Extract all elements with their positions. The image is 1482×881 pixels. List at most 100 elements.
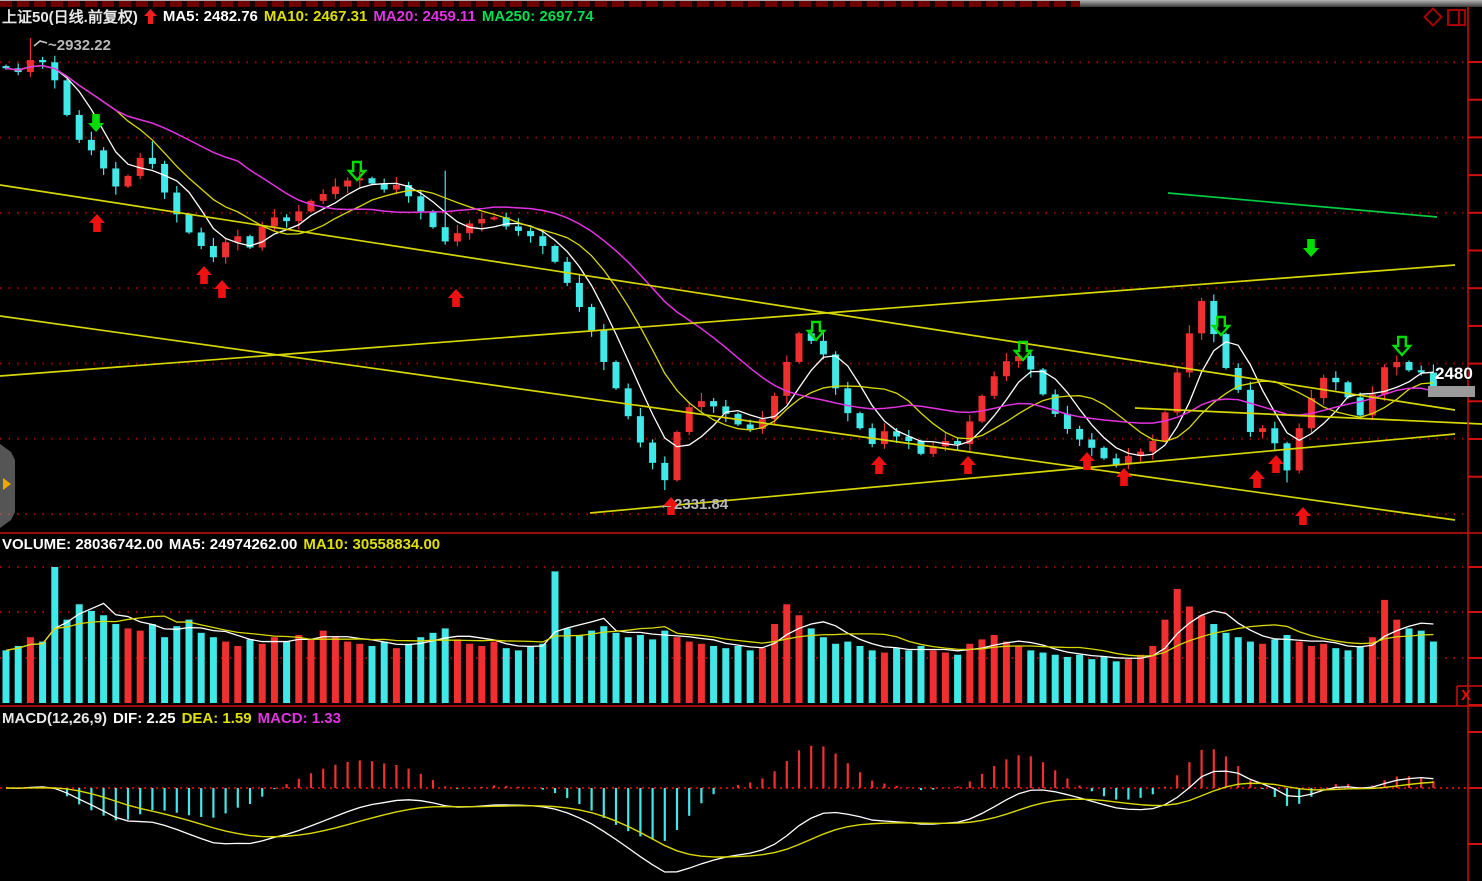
volume-bar: [39, 641, 47, 703]
volume-bar: [185, 619, 193, 703]
candle: [380, 183, 388, 190]
dea-line: [5, 781, 1434, 858]
volume-bar: [905, 650, 913, 703]
candle: [575, 282, 583, 307]
volume-bar: [807, 628, 815, 703]
candle: [258, 226, 266, 248]
candle: [209, 245, 217, 258]
candle: [746, 424, 754, 429]
volume-bar: [856, 645, 864, 703]
candle: [1344, 382, 1352, 398]
volume-bar: [1405, 628, 1413, 703]
sell-arrow-hollow-icon: [1012, 340, 1034, 362]
candle: [1246, 389, 1254, 432]
sell-arrow-hollow-icon: [805, 320, 827, 342]
candle: [551, 245, 559, 262]
sidebar-expander-handle[interactable]: [0, 444, 15, 528]
volume-bar: [734, 645, 742, 703]
candle: [954, 441, 962, 445]
candle: [161, 163, 169, 193]
volume-bar: [832, 643, 840, 703]
last-price-tag: [1428, 386, 1475, 397]
trendline: [1167, 192, 1438, 218]
volume-bar: [1161, 619, 1169, 703]
candle: [697, 401, 705, 408]
candle: [661, 462, 669, 481]
ma20-line: [5, 64, 1434, 424]
volume-bar: [1112, 661, 1120, 703]
sell-arrow-hollow-icon: [346, 160, 368, 182]
volume-bar: [978, 639, 986, 703]
volume-bar: [1283, 635, 1291, 703]
split-window-icon[interactable]: [1447, 9, 1466, 26]
volume-bar: [429, 632, 437, 703]
dea-value: DEA: 1.59: [181, 710, 252, 727]
window-icons[interactable]: [1423, 7, 1466, 27]
candle: [148, 157, 156, 164]
candle: [173, 192, 181, 215]
candle: [1002, 361, 1010, 377]
candle: [771, 395, 779, 420]
volume-bar: [136, 630, 144, 703]
buy-arrow-icon: [663, 497, 679, 515]
ma5-line: [5, 64, 1434, 457]
volume-bar: [1039, 652, 1047, 703]
volume-bar: [1246, 641, 1254, 703]
candle: [1076, 428, 1084, 440]
volume-bar: [270, 637, 278, 703]
candle: [917, 441, 925, 454]
diamond-tool-icon[interactable]: [1423, 7, 1443, 27]
candle: [893, 431, 901, 437]
candle: [673, 431, 681, 481]
candle: [722, 406, 730, 414]
volume-bar: [941, 652, 949, 703]
volume-bar: [783, 604, 791, 703]
buy-arrow-icon: [871, 456, 887, 474]
volume-bar: [966, 643, 974, 703]
volume-bar: [331, 637, 339, 703]
trendline: [0, 315, 1456, 521]
volume-bar: [1015, 645, 1023, 703]
main-chart-header: 上证50(日线.前复权) MA5: 2482.76 MA10: 2467.31 …: [2, 6, 594, 27]
volume-bar: [673, 637, 681, 703]
candle: [2, 66, 10, 69]
candle: [392, 185, 400, 190]
candle: [1393, 361, 1401, 368]
volume-bar: [87, 610, 95, 703]
candle: [331, 186, 339, 195]
candle: [368, 178, 376, 184]
candle: [710, 401, 718, 407]
candle: [222, 242, 230, 258]
volume-bar: [161, 637, 169, 703]
volume-ma10-value: MA10: 30558834.00: [303, 536, 441, 553]
candle: [685, 407, 693, 432]
volume-bar: [893, 648, 901, 703]
candle: [1381, 367, 1389, 395]
candle: [1015, 355, 1023, 362]
volume-bar: [356, 643, 364, 703]
candle: [1222, 334, 1230, 368]
candle: [344, 180, 352, 187]
volume-bar: [405, 643, 413, 703]
trendlines: [0, 184, 1482, 521]
candle: [1088, 439, 1096, 448]
volume-bar: [1332, 648, 1340, 703]
candle: [636, 416, 644, 443]
candle: [478, 218, 486, 224]
buy-arrow-icon: [196, 266, 212, 284]
close-indicator-button[interactable]: X: [1461, 687, 1472, 704]
volume-bar: [2, 650, 10, 703]
buy-arrow-icon: [214, 280, 230, 298]
candle: [197, 232, 205, 246]
gridlines: [0, 61, 1468, 789]
volume-bar: [563, 628, 571, 703]
volume-bar: [868, 650, 876, 703]
trendline: [0, 264, 1456, 377]
volume-bar: [1234, 637, 1242, 703]
sell-arrow-icon: [1303, 239, 1319, 257]
macd-name: MACD(12,26,9): [2, 710, 108, 727]
candle: [1198, 300, 1206, 334]
volume-bar: [1429, 641, 1437, 703]
candle: [1173, 372, 1181, 413]
